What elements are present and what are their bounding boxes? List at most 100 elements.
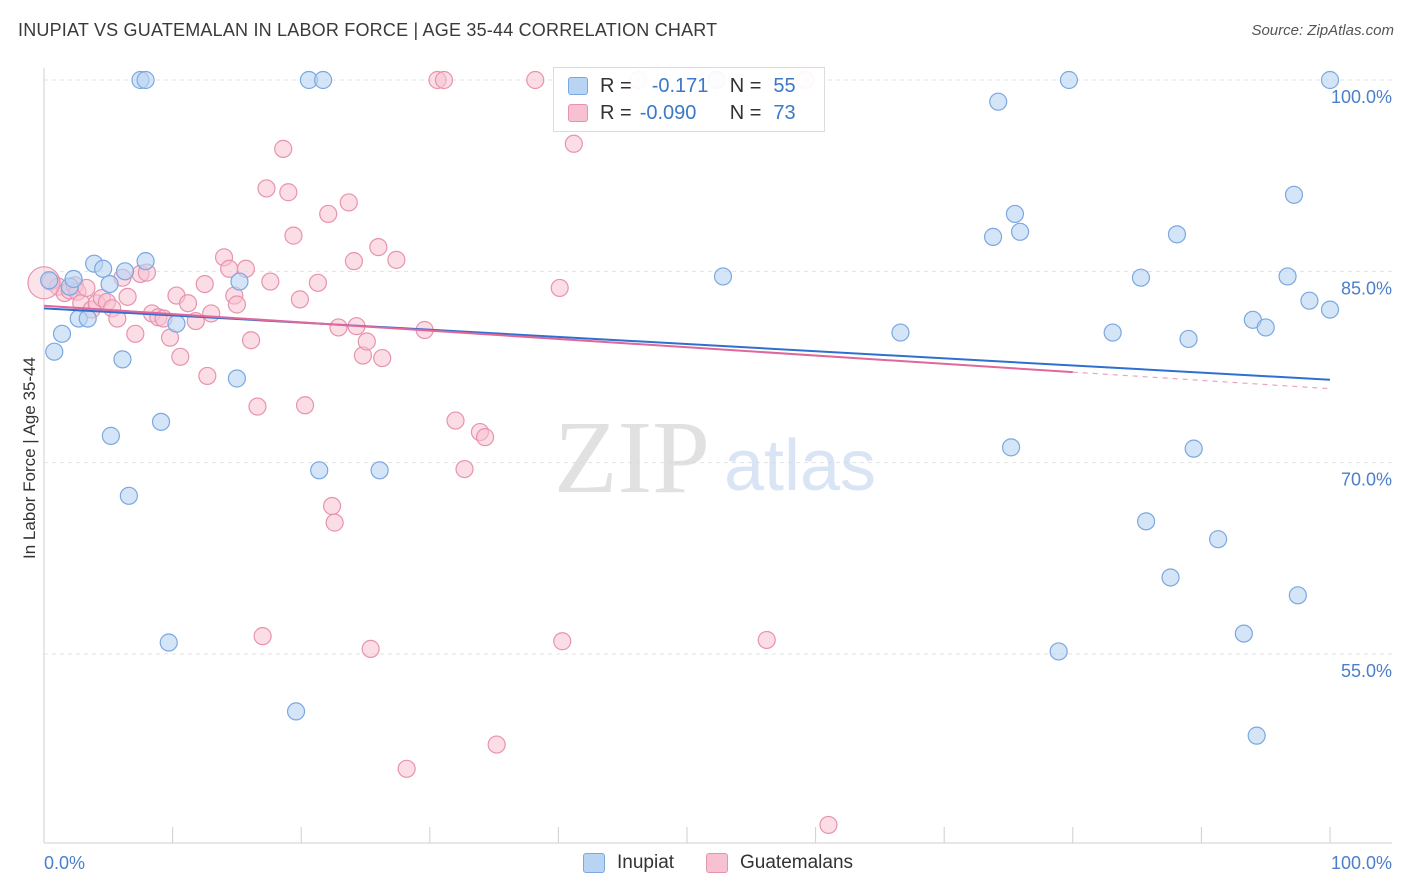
- correlation-legend: R = -0.171 N = 55 R = -0.090 N = 73: [553, 67, 825, 132]
- inupiat-point: [136, 70, 155, 90]
- guatemalans-point: [369, 237, 388, 257]
- legend-item-guatemalans[interactable]: Guatemalans: [706, 852, 853, 874]
- inupiat-point: [151, 412, 171, 431]
- x-tick-label-min: 0.0%: [44, 853, 85, 873]
- n-value: 73: [773, 101, 796, 124]
- series-legend: Inupiat Guatemalans: [0, 852, 1406, 878]
- y-tick-label: 100.0%: [1331, 87, 1392, 107]
- inupiat-points: [40, 70, 1340, 745]
- tick-labels: 100.0% 85.0% 70.0% 55.0% 0.0% 100.0%: [44, 87, 1392, 873]
- inupiat-point: [310, 461, 329, 480]
- gridlines: [44, 79, 1392, 655]
- inupiat-point: [1288, 586, 1307, 605]
- guatemalans-point: [387, 250, 406, 269]
- r-value: -0.090: [639, 101, 697, 124]
- inupiat-point: [1131, 268, 1151, 287]
- guatemalans-point: [475, 428, 495, 447]
- inupiat-point: [136, 252, 155, 271]
- guatemalans-point: [339, 193, 358, 212]
- watermark: ZIP atlas: [554, 400, 876, 515]
- inupiat-point: [100, 274, 119, 294]
- guatemalans-point: [227, 295, 246, 314]
- guatemalans-point: [126, 324, 145, 343]
- guatemalans-point: [455, 459, 474, 479]
- guatemalans-point: [253, 627, 272, 646]
- guatemalans-point: [178, 294, 198, 313]
- inupiat-point: [40, 271, 59, 290]
- inupiat-point: [713, 267, 733, 286]
- guatemalans-trend-extension: [1072, 371, 1331, 390]
- inupiat-point: [78, 309, 97, 328]
- inupiat-point: [1247, 726, 1266, 745]
- inupiat-point: [1161, 568, 1180, 587]
- inupiat-point: [1049, 642, 1068, 661]
- legend-row-inupiat: R = -0.171 N = 55: [568, 73, 796, 99]
- guatemalans-point: [487, 735, 506, 754]
- guatemalans-point: [118, 287, 137, 306]
- guatemalans-point: [248, 397, 267, 416]
- guatemalans-point: [357, 332, 376, 351]
- x-tick-label-max: 100.0%: [1331, 853, 1392, 873]
- inupiat-point: [1209, 530, 1228, 549]
- inupiat-point: [113, 350, 132, 369]
- inupiat-point: [1005, 204, 1025, 224]
- legend-item-inupiat[interactable]: Inupiat: [583, 852, 674, 874]
- guatemalans-point: [344, 252, 364, 271]
- inupiat-point: [1137, 512, 1156, 531]
- inupiat-point: [989, 92, 1008, 111]
- inupiat-point: [891, 323, 910, 342]
- inupiat-swatch: [568, 77, 588, 95]
- watermark-zip: ZIP: [554, 400, 710, 515]
- inupiat-point: [313, 70, 333, 90]
- trend-lines: [43, 304, 1331, 390]
- inupiat-point: [1234, 624, 1253, 643]
- inupiat-point: [1320, 300, 1340, 319]
- guatemalans-point: [361, 639, 380, 658]
- n-value: 55: [773, 74, 796, 97]
- guatemalans-point: [757, 630, 776, 650]
- guatemalans-point: [319, 204, 338, 224]
- guatemalans-point: [279, 183, 298, 202]
- inupiat-point: [52, 324, 72, 343]
- inupiat-point: [1059, 70, 1079, 90]
- inupiat-point: [1300, 291, 1319, 310]
- guatemalans-point: [257, 179, 276, 198]
- guatemalans-point: [526, 70, 545, 90]
- guatemalans-trend-line: [43, 304, 1073, 374]
- r-label: R =: [600, 74, 632, 97]
- legend-inupiat-label: Inupiat: [617, 852, 675, 873]
- axes: [43, 68, 1392, 844]
- inupiat-legend-swatch: [583, 853, 605, 873]
- guatemalans-point: [198, 366, 217, 386]
- guatemalans-point: [322, 496, 342, 516]
- guatemalans-point: [397, 759, 416, 778]
- inupiat-point: [64, 269, 83, 289]
- r-label: R =: [600, 101, 632, 124]
- inupiat-point: [167, 314, 186, 333]
- inupiat-point: [159, 633, 178, 652]
- guatemalans-point: [274, 139, 293, 158]
- guatemalans-point: [284, 226, 303, 245]
- inupiat-point: [94, 259, 113, 278]
- inupiat-point: [1284, 185, 1304, 204]
- n-label: N =: [729, 101, 762, 124]
- guatemalans-point: [241, 331, 261, 350]
- guatemalans-point: [308, 273, 328, 292]
- source-label: Source: ZipAtlas.com: [1251, 22, 1394, 39]
- inupiat-point: [1103, 323, 1122, 342]
- guatemalans-point: [325, 513, 344, 532]
- y-tick-label: 85.0%: [1341, 278, 1392, 298]
- guatemalans-point: [290, 290, 310, 309]
- y-tick-label: 70.0%: [1341, 470, 1392, 490]
- inupiat-point: [1167, 225, 1187, 244]
- inupiat-point: [1184, 439, 1203, 458]
- n-label: N =: [729, 74, 762, 97]
- guatemalans-point: [564, 134, 583, 153]
- guatemalans-point: [446, 411, 465, 430]
- inupiat-point: [1001, 438, 1021, 457]
- inupiat-point: [119, 486, 138, 505]
- inupiat-point: [1320, 70, 1340, 90]
- inupiat-point: [983, 227, 1003, 246]
- y-tick-label: 55.0%: [1341, 661, 1392, 681]
